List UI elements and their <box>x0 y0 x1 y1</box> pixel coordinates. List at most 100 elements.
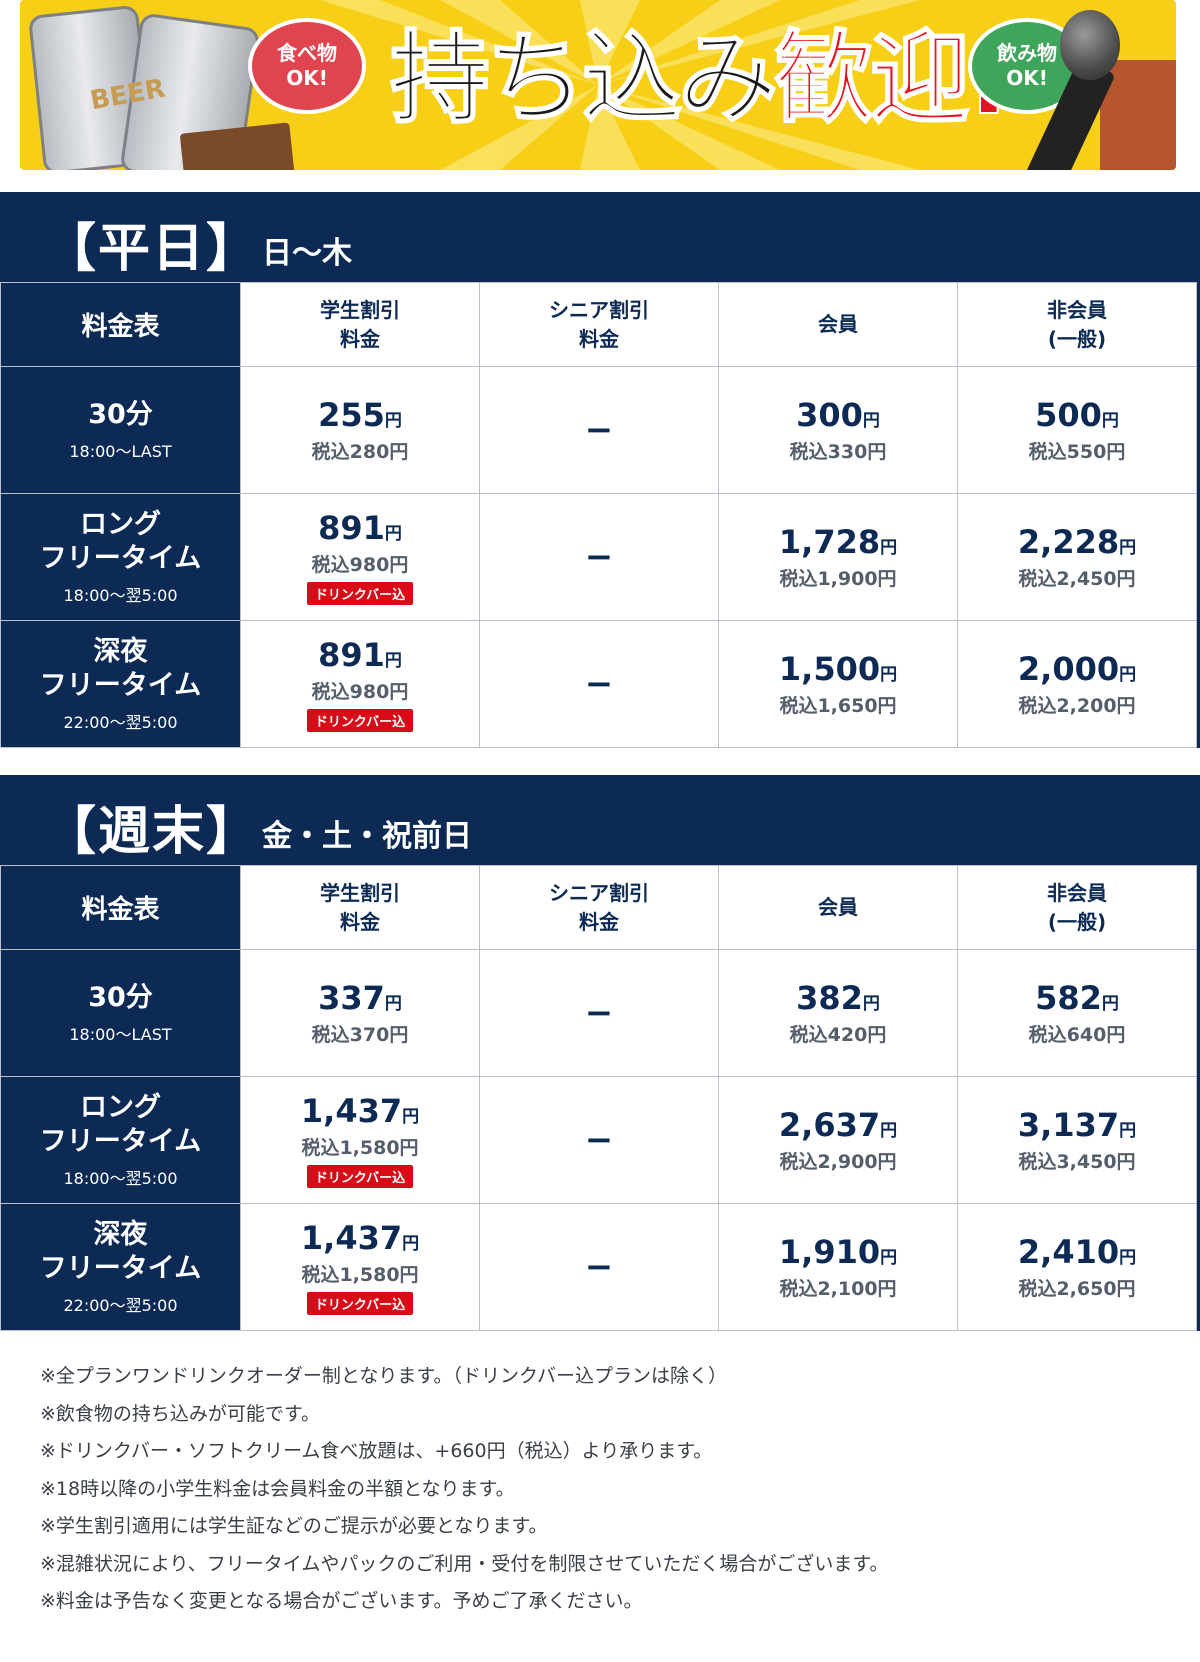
price-value: 2,410 <box>1017 1233 1120 1272</box>
tax-included-price: 税込2,100円 <box>779 1277 897 1300</box>
tax-included-price: 税込330円 <box>789 440 887 463</box>
tax-included-price: 税込1,580円 <box>301 1136 419 1159</box>
price-cell: − <box>479 1203 719 1331</box>
banner-headline: 持ち込み歓迎! <box>389 14 1013 144</box>
yen-unit: 円 <box>862 411 880 432</box>
price-cell: − <box>479 366 719 494</box>
price-cell: 300円税込330円 <box>718 366 958 494</box>
price-value: 337 <box>318 979 385 1018</box>
drink-bar-badge: ドリンクバー込 <box>306 1164 414 1188</box>
price-value: 382 <box>796 979 863 1018</box>
price-cell: 2,410円税込2,650円 <box>957 1203 1197 1331</box>
price-cell: 1,910円 税込2,100円 <box>718 1203 958 1331</box>
column-header-line: 非会員 <box>1047 880 1107 905</box>
plan-name: ロング フリータイム <box>1 508 240 576</box>
price-amount: 255円 <box>241 396 479 434</box>
plan-time: 18:00〜翌5:00 <box>63 585 178 605</box>
column-header: 会員 <box>718 865 958 950</box>
table-row: ロング フリータイム 18:00〜翌5:00 1,437円 税込1,580円 ドリンクバー… <box>0 1076 1197 1204</box>
note-item: ※ドリンクバー・ソフトクリーム食べ放題は、+660円（税込）より承ります。 <box>40 1440 713 1462</box>
price-amount: 2,637円 <box>719 1106 957 1144</box>
yen-unit: 円 <box>384 411 402 432</box>
tax-included-price: 税込980円 <box>311 553 409 576</box>
price-cell: 3,137円 税込3,450円 <box>957 1076 1197 1204</box>
table-row: 深夜 フリータイム 22:00〜翌5:00 1,437円 税込1,580円 ドリンクバー込… <box>0 1203 1197 1331</box>
price-cell: 582円 税込640円 <box>957 949 1197 1077</box>
not-available-dash: − <box>584 1247 614 1287</box>
price-value: 891 <box>318 636 385 675</box>
not-available-dash: − <box>584 664 614 704</box>
price-value: 300 <box>796 396 863 435</box>
price-amount: 1,437円 <box>241 1219 479 1257</box>
price-cell: − <box>479 1076 719 1204</box>
plan-name: ロング フリータイム <box>1 1091 240 1159</box>
price-cell: − <box>479 493 719 621</box>
plan-time: 22:00〜翌5:00 <box>63 1295 178 1315</box>
price-amount: 1,437円 <box>241 1092 479 1130</box>
tax-included-price: 税込1,900円 <box>779 567 897 590</box>
yen-unit: 円 <box>384 524 402 545</box>
weekend-header: 【週末】 金・土・祝前日 <box>0 775 1200 865</box>
note-item: ※飲食物の持ち込みが可能です。 <box>40 1402 321 1425</box>
price-cell: 891円 税込980円 ドリンクバー込 <box>240 493 480 621</box>
weekend-title: 【週末】 <box>44 802 261 862</box>
drink-bar-badge: ドリンクバー込 <box>306 581 414 605</box>
plan-name: 30分 <box>1 398 240 432</box>
table-header-row: 料金表 学生割引 料金 シニア割引 料金 会員 非会員 (一般) <box>0 282 1197 367</box>
plan-name-line: フリータイム <box>39 1253 202 1284</box>
price-cell: 1,437円 税込1,580円 ドリンクバー込 <box>240 1203 480 1331</box>
price-cell: 382円 税込420円 <box>718 949 958 1077</box>
table-corner-label: 料金表 <box>0 282 241 367</box>
column-header-line: 非会員 <box>1047 297 1107 322</box>
column-header-line: (一般) <box>1047 326 1107 351</box>
weekend-price-section: 【週末】 金・土・祝前日 料金表 学生割引 料金 シニア割引 料金 会員 非会員 (一般) 30… <box>0 775 1200 1331</box>
not-available-dash: − <box>584 1120 614 1160</box>
note-item: ※学生割引適用には学生証などのご提示が必要となります。 <box>40 1515 548 1537</box>
plan-name-line: 深夜 <box>93 1219 148 1251</box>
tax-included-price: 税込2,900円 <box>779 1150 897 1173</box>
column-header: 非会員 (一般) <box>957 865 1197 950</box>
yen-unit: 円 <box>880 1248 898 1269</box>
price-amount: 337円 <box>241 979 479 1017</box>
price-cell: 1,500円税込1,650円 <box>718 620 958 748</box>
table-row: 30分 18:00〜LAST 337円 税込370円 −382円 税込420円 582円 税込… <box>0 949 1197 1077</box>
tax-included-price: 税込1,650円 <box>779 694 897 717</box>
price-value: 1,500 <box>778 650 881 689</box>
yen-unit: 円 <box>402 1234 420 1255</box>
table-row: 深夜 フリータイム 22:00〜翌5:00 891円 税込980円 ドリンクバー込 −1,5… <box>0 620 1197 748</box>
price-cell: 891円 税込980円 ドリンクバー込 <box>240 620 480 748</box>
banner-rays-background <box>320 0 920 170</box>
table-header-row: 料金表 学生割引 料金 シニア割引 料金 会員 非会員 (一般) <box>0 865 1197 950</box>
tax-included-price: 税込370円 <box>311 1023 409 1046</box>
plan-name-line: フリータイム <box>39 1126 202 1157</box>
yen-unit: 円 <box>1119 665 1137 686</box>
yen-unit: 円 <box>1119 1248 1137 1269</box>
yen-unit: 円 <box>862 994 880 1015</box>
tax-included-price: 税込2,650円 <box>1018 1277 1136 1300</box>
plan-name-line: フリータイム <box>39 543 202 574</box>
promo-banner: BEER 食べ物 OK! 持ち込み歓迎! 飲み物 OK! <box>20 0 1176 170</box>
yen-unit: 円 <box>1101 411 1119 432</box>
price-cell: 2,000円 税込2,200円 <box>957 620 1197 748</box>
table-row: 30分 18:00〜LAST 255円 税込280円 −300円 税込330円 500円 税込… <box>0 366 1197 494</box>
price-value: 2,637 <box>778 1106 881 1145</box>
headline-bring-in: 持ち込み <box>389 19 779 138</box>
plan-time: 18:00〜LAST <box>69 1024 172 1044</box>
drink-bar-badge: ドリンクバー込 <box>306 1291 414 1315</box>
plan-name: 深夜 フリータイム <box>1 1218 240 1286</box>
plan-name-line: 深夜 <box>93 636 148 668</box>
plan-name-line: 30分 <box>88 399 153 431</box>
column-header-line: 料金 <box>340 326 380 351</box>
weekday-header: 【平日】 日〜木 <box>0 192 1200 282</box>
column-header-line: 学生割引 <box>320 297 400 322</box>
yen-unit: 円 <box>880 665 898 686</box>
tax-included-price: 税込550円 <box>1028 440 1126 463</box>
drink-ok-line1: 飲み物 <box>997 41 1057 65</box>
price-cell: 337円税込370円 <box>240 949 480 1077</box>
price-value: 3,137 <box>1017 1106 1120 1145</box>
column-header: 学生割引 料金 <box>240 282 480 367</box>
price-cell: − <box>479 620 719 748</box>
column-header: シニア割引 料金 <box>479 282 719 367</box>
column-header: シニア割引 料金 <box>479 865 719 950</box>
tax-included-price: 税込280円 <box>311 440 409 463</box>
